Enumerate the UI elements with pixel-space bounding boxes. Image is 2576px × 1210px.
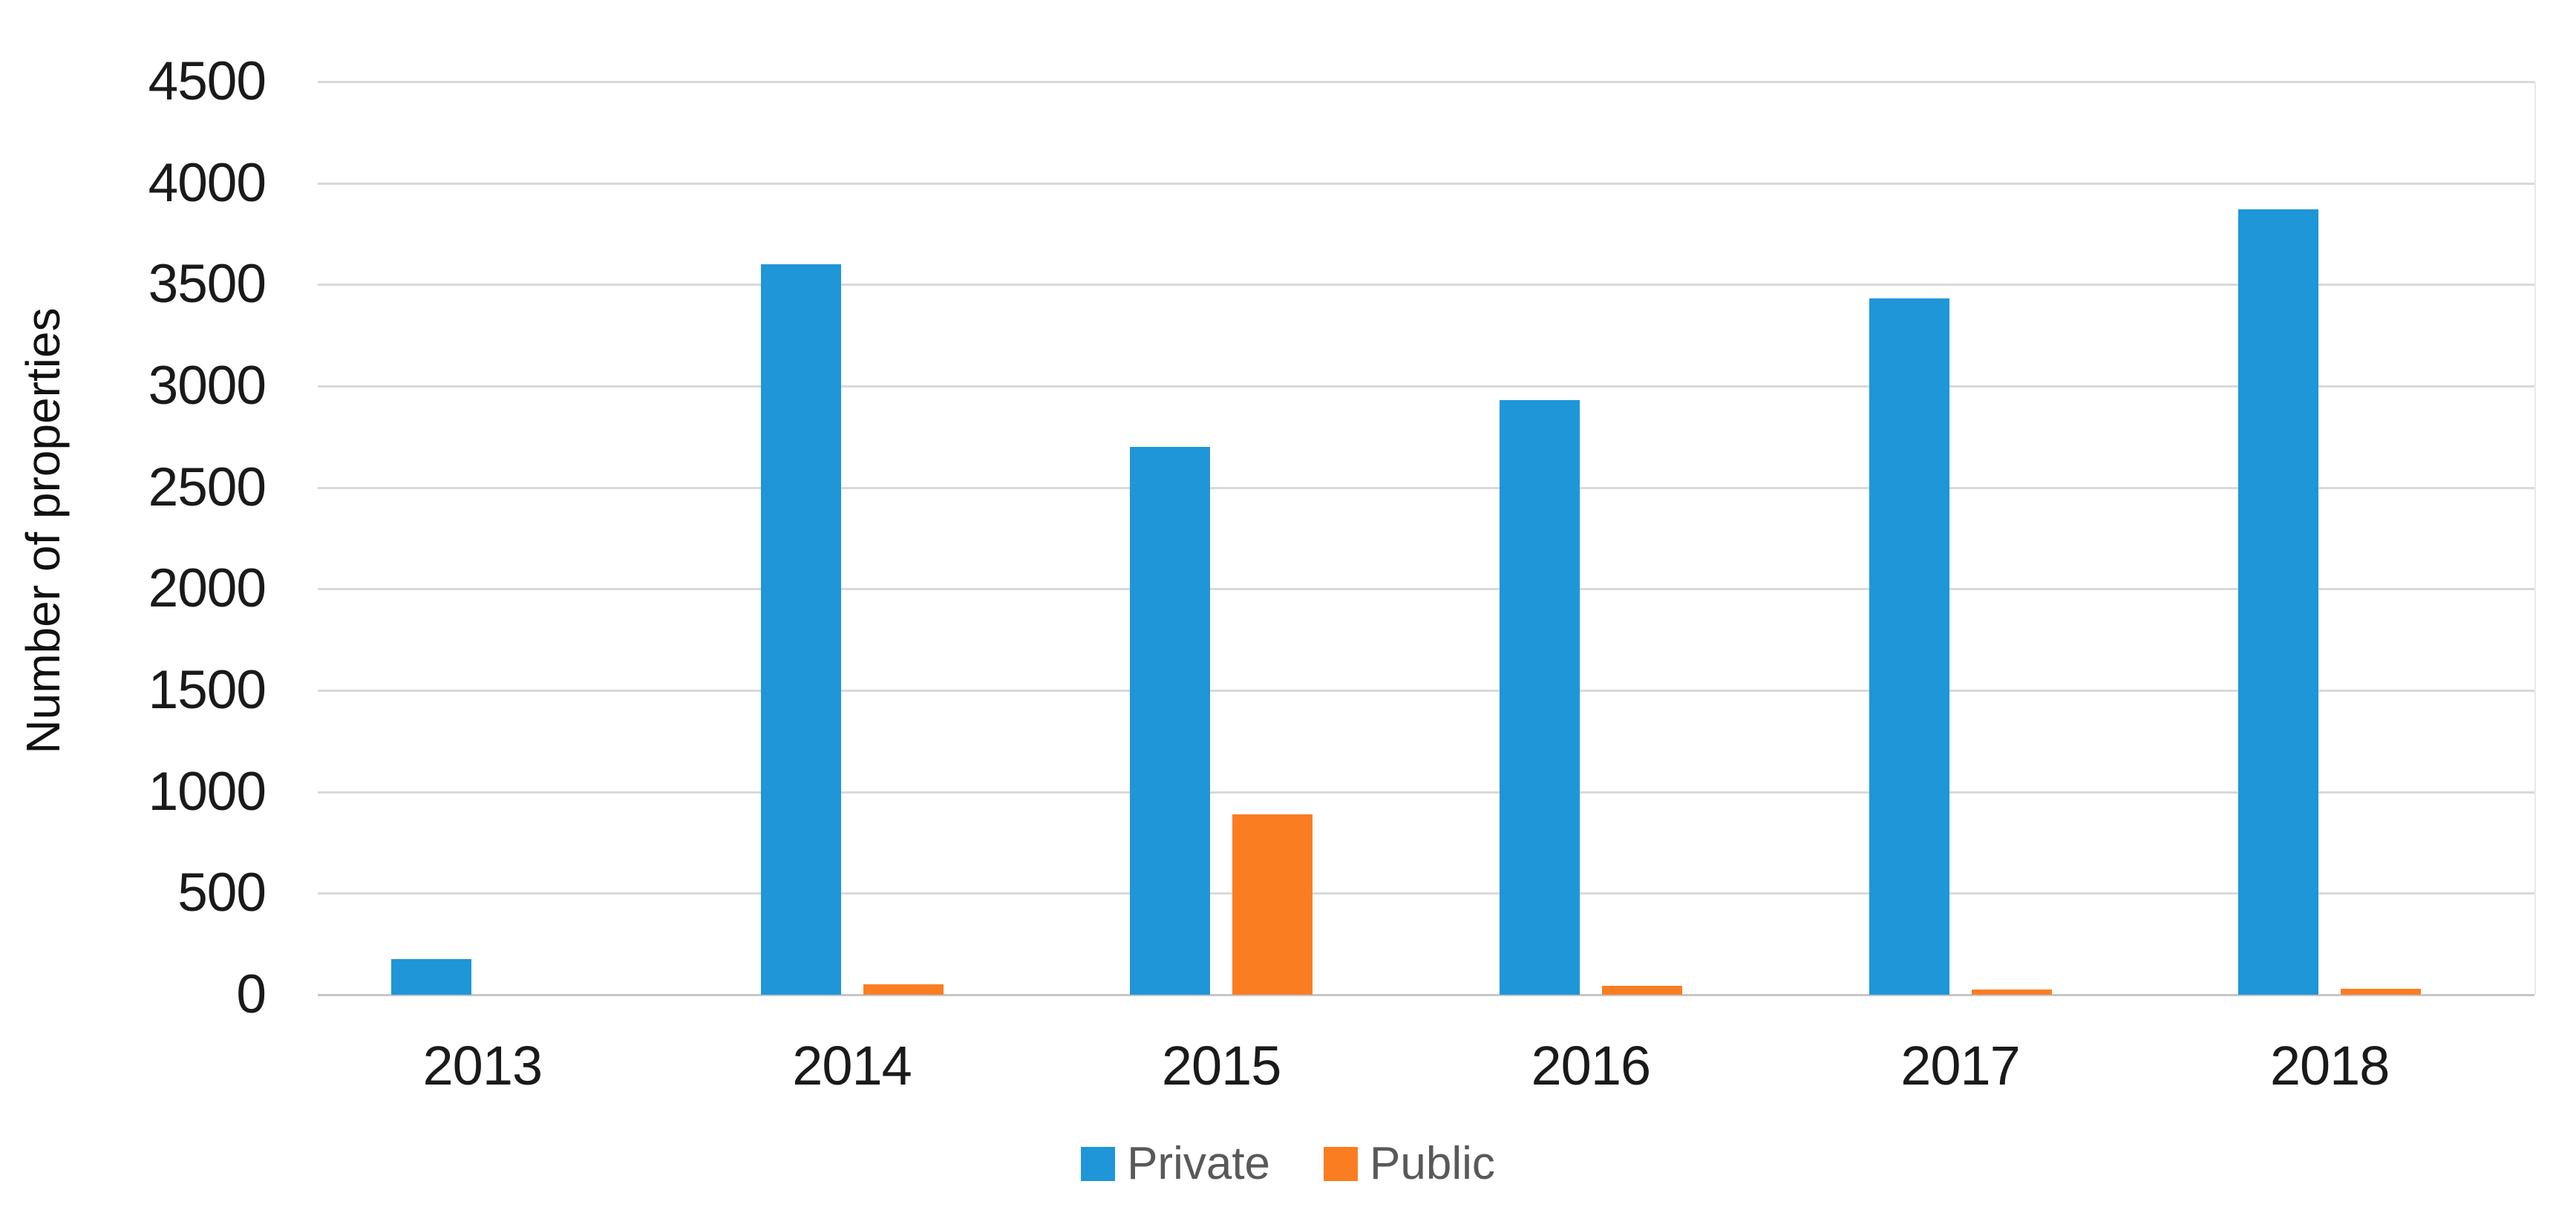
y-tick-label: 500: [177, 863, 267, 923]
legend-item-public: Public: [1324, 1139, 1495, 1188]
gridline: [318, 385, 2534, 387]
y-tick-label: 2000: [148, 558, 267, 619]
legend-swatch-public: [1324, 1147, 1359, 1181]
bar-private-2017: [1869, 298, 1949, 995]
x-axis-baseline: [318, 994, 2534, 996]
gridline: [318, 690, 2534, 692]
y-tick-label: 2500: [148, 457, 267, 517]
bar-private-2014: [760, 264, 841, 995]
y-tick-label: 0: [236, 964, 267, 1024]
chart-legend: Private Public: [0, 1134, 2576, 1194]
y-tick-label: 4000: [148, 152, 267, 213]
gridline: [318, 486, 2534, 489]
legend-label: Public: [1370, 1138, 1495, 1189]
gridline: [318, 182, 2534, 185]
bar-public-2015: [1232, 814, 1313, 995]
x-tick-label: 2017: [1900, 1035, 2021, 1096]
gridline: [318, 284, 2534, 287]
bar-public-2017: [1971, 990, 2052, 995]
x-tick-label: 2018: [2269, 1035, 2390, 1096]
y-tick-label: 4500: [148, 51, 267, 111]
bar-private-2018: [2238, 209, 2319, 995]
gridline: [318, 588, 2534, 591]
gridline: [318, 892, 2534, 895]
bar-private-2013: [390, 959, 471, 995]
x-tick-label: 2013: [422, 1035, 543, 1096]
y-tick-label: 3000: [148, 356, 267, 416]
gridline: [318, 791, 2534, 794]
bar-public-2018: [2341, 988, 2422, 995]
bar-public-2014: [863, 984, 944, 995]
x-tick-label: 2016: [1531, 1035, 1652, 1096]
legend-label: Private: [1127, 1138, 1271, 1189]
bar-public-2016: [1601, 985, 1682, 995]
gridline: [318, 81, 2534, 83]
x-tick-label: 2014: [792, 1035, 912, 1096]
bar-private-2016: [1499, 400, 1580, 995]
plot-right-edge: [2534, 82, 2536, 995]
bar-private-2015: [1130, 447, 1211, 995]
legend-swatch-private: [1081, 1147, 1116, 1181]
y-tick-label: 3500: [148, 254, 267, 315]
y-tick-label: 1500: [148, 660, 267, 720]
x-tick-label: 2015: [1161, 1035, 1282, 1096]
legend-item-private: Private: [1081, 1139, 1270, 1188]
y-tick-label: 1000: [148, 761, 267, 822]
